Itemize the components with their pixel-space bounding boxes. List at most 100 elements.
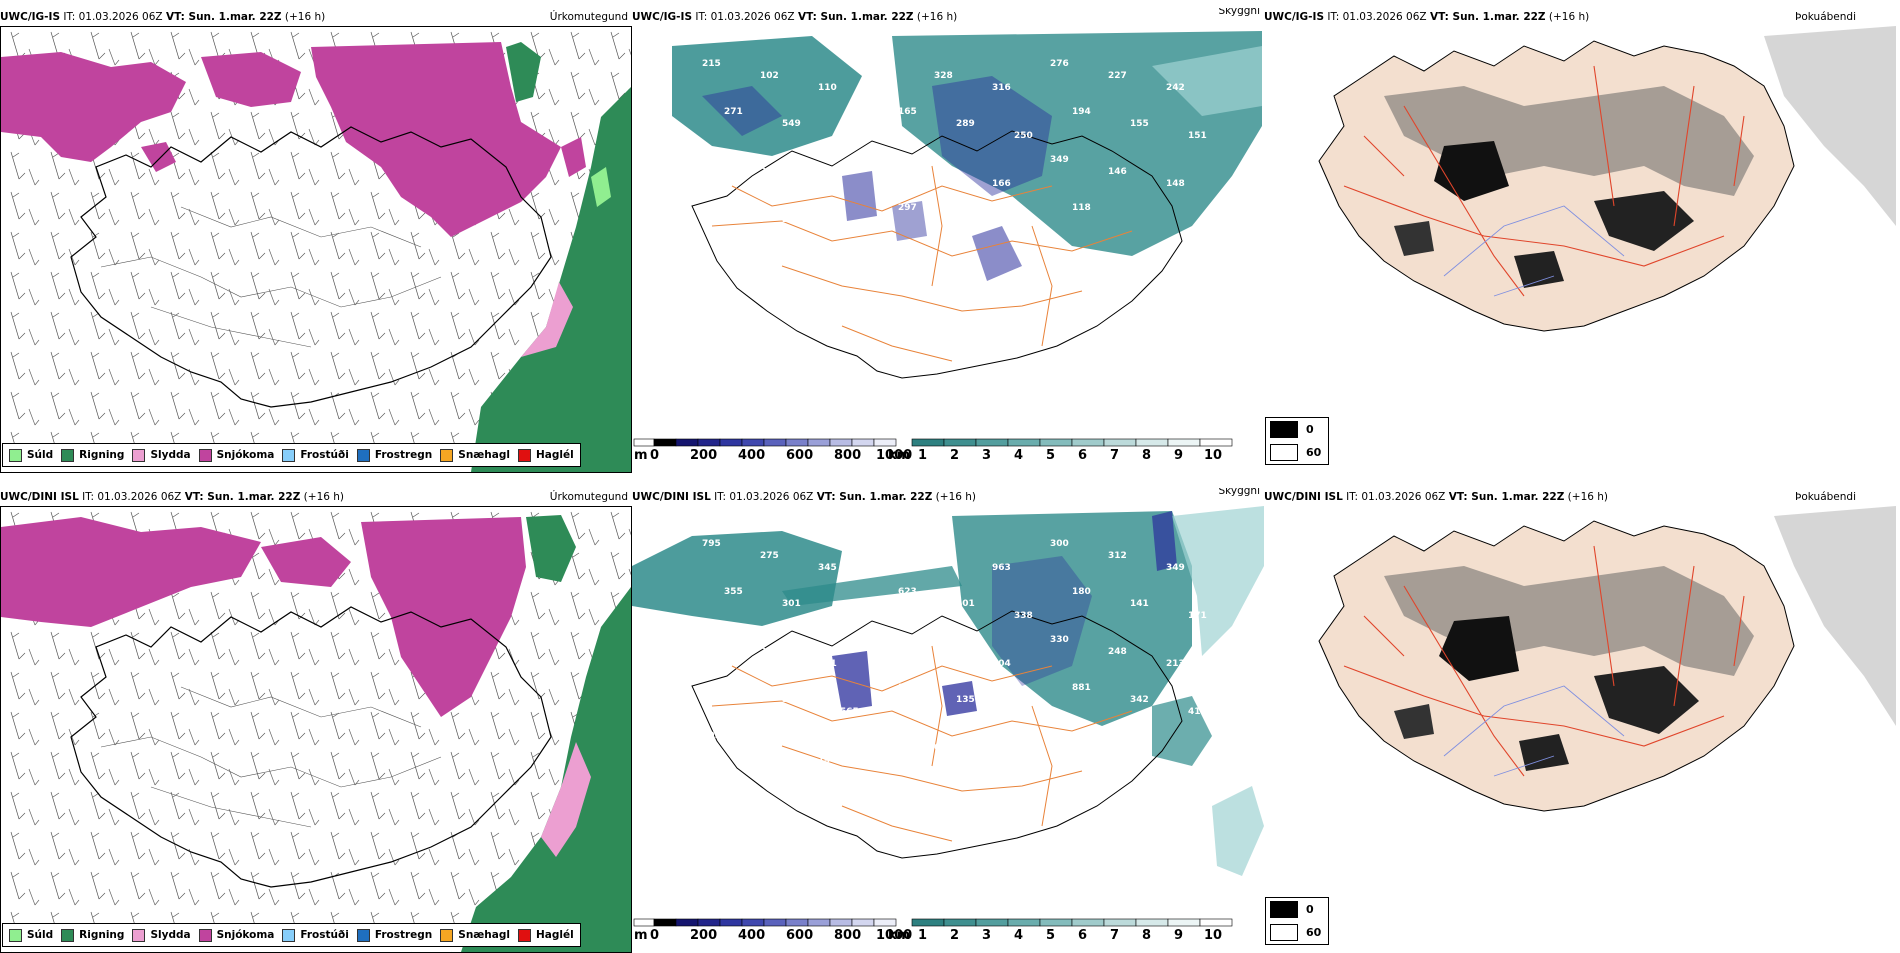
tick: 400 xyxy=(738,448,766,463)
cloud-base-labels: 215 102 110 183 328 316 276 227 242 271 549 508 165 2… xyxy=(702,59,1207,237)
cloudbase-scale: m 0 200 400 600 800 1000 xyxy=(634,928,912,943)
cloud-base-value: 289 xyxy=(956,119,975,129)
cloud-base-value: 183 xyxy=(876,59,895,69)
tick: 8 xyxy=(1142,448,1152,463)
fog-legend-row: 0 xyxy=(1266,418,1328,441)
cloud-base-value: 215 xyxy=(702,59,721,69)
fog-legend: 0 60 xyxy=(1265,417,1329,465)
cloud-base-value: 345 xyxy=(818,563,837,573)
lead-time: (+16 h) xyxy=(935,491,977,503)
cloud-base-value: 142 xyxy=(1014,227,1033,237)
fog-legend-swatch xyxy=(1270,444,1298,461)
tick: 600 xyxy=(786,928,814,943)
unit: km xyxy=(888,928,911,943)
cloud-base-value: 149 xyxy=(818,755,837,765)
cloud-panel-top: UWC/IG-IS IT: 01.03.2026 06Z VT: Sun. 1.… xyxy=(632,8,1264,473)
cloud-base-value: 169 xyxy=(876,635,895,645)
tick: 4 xyxy=(1014,928,1024,943)
tick: 800 xyxy=(834,448,862,463)
fog-panel-bottom: UWC/DINI ISL IT: 01.03.2026 06Z VT: Sun.… xyxy=(1264,488,1896,953)
cloud-base-value: 549 xyxy=(782,119,801,129)
legend-swatch xyxy=(440,448,454,462)
model-name: UWC/DINI ISL xyxy=(0,491,79,503)
lead-time: (+16 h) xyxy=(916,11,958,23)
cloud-base-value: 881 xyxy=(1072,683,1091,693)
init-time: IT: 01.03.2026 06Z xyxy=(1346,491,1446,503)
precip-type-map xyxy=(0,26,632,473)
legend-item-snow-pellets: Snæhagl xyxy=(440,928,510,942)
cloud-base-value: 338 xyxy=(1014,611,1033,621)
fog-map xyxy=(1264,26,1896,473)
legend-item-hail: Haglél xyxy=(517,928,574,942)
tick: 200 xyxy=(690,448,718,463)
cloud-base-value: 118 xyxy=(1072,203,1091,213)
legend-item-freezing-rain: Frostregn xyxy=(356,448,432,462)
fog-legend-row: 60 xyxy=(1266,921,1328,944)
unit: m xyxy=(634,448,648,463)
cloud-base-value: 213 xyxy=(1166,659,1185,669)
cloud-base-value: 196 xyxy=(898,683,917,693)
tick: 600 xyxy=(786,448,814,463)
model-name: UWC/IG-IS xyxy=(1264,11,1325,23)
cloud-base-value: 349 xyxy=(1050,155,1069,165)
legend-swatch xyxy=(282,448,296,462)
legend-swatch xyxy=(132,448,146,462)
cloud-base-value: 169 xyxy=(934,551,953,561)
tick: 5 xyxy=(1046,448,1056,463)
lead-time: (+16 h) xyxy=(1567,491,1609,503)
init-time: IT: 01.03.2026 06Z xyxy=(1327,11,1427,23)
fog-map xyxy=(1264,506,1896,953)
cloud-visibility-map: 795 275 345 79 169 963 300 312 349 355 301 432 623 40… xyxy=(632,506,1264,953)
legend-swatch xyxy=(132,928,146,942)
cloud-base-value: 166 xyxy=(992,179,1011,189)
lead-time: (+16 h) xyxy=(303,491,345,503)
cloud-base-value: 316 xyxy=(992,83,1011,93)
tick: 7 xyxy=(1110,448,1120,463)
cloud-base-value: 282 xyxy=(760,167,779,177)
tick: 7 xyxy=(1110,928,1120,943)
tick: 6 xyxy=(1078,448,1088,463)
tick: 1 xyxy=(918,928,928,943)
cloud-base-value: 79 xyxy=(876,539,889,549)
tick: 2 xyxy=(950,448,960,463)
legend-item-snow-pellets: Snæhagl xyxy=(440,448,510,462)
lead-time: (+16 h) xyxy=(1548,11,1590,23)
cloud-base-value: 565 xyxy=(840,707,859,717)
legend-swatch xyxy=(356,928,370,942)
legend-swatch xyxy=(198,448,212,462)
cloud-base-value: 227 xyxy=(1108,71,1127,81)
legend-item-rain: Rigning xyxy=(61,928,124,942)
legend-swatch xyxy=(198,928,212,942)
cloud-base-value: 227 xyxy=(1014,707,1033,717)
tick: 4 xyxy=(1014,448,1024,463)
cloud-base-value: 401 xyxy=(956,599,975,609)
init-time: IT: 01.03.2026 06Z xyxy=(695,11,795,23)
precip-type-map xyxy=(0,506,632,953)
unit: m xyxy=(634,928,648,943)
tick: 1000 xyxy=(876,448,913,463)
cloud-base-value: 151 xyxy=(1188,131,1207,141)
panel-title: Úrkomutegund xyxy=(549,491,628,503)
tick: 9 xyxy=(1174,448,1184,463)
tick: 1000 xyxy=(876,928,913,943)
precip-type-legend: Súld Rigning Slydda Snjókoma Frostúði Fr… xyxy=(2,923,581,947)
cloud-base-value: 432 xyxy=(840,611,859,621)
cloud-base-value: 283 xyxy=(840,227,859,237)
cloud-base-value: 416 xyxy=(1188,707,1207,717)
tick: 3 xyxy=(982,448,992,463)
panel-title: Þokuábendi xyxy=(1795,11,1856,23)
legend-item-snow: Snjókoma xyxy=(198,448,274,462)
cloud-base-value: 426 xyxy=(818,179,837,189)
cloud-base-value: 135 xyxy=(956,695,975,705)
cloud-base-value: 194 xyxy=(1072,107,1091,117)
legend-swatch xyxy=(61,448,75,462)
cloud-base-value: 271 xyxy=(724,107,743,117)
cloud-base-value: 623 xyxy=(898,587,917,597)
model-name: UWC/IG-IS xyxy=(632,11,693,23)
panel-title: Skyggni xyxy=(1218,488,1261,497)
fog-legend-swatch xyxy=(1270,421,1298,438)
tick: 0 xyxy=(650,448,660,463)
precip-type-panel-bottom: UWC/DINI ISL IT: 01.03.2026 06Z VT: Sun.… xyxy=(0,488,632,953)
tick: 400 xyxy=(738,928,766,943)
cloud-base-value: 355 xyxy=(724,587,743,597)
